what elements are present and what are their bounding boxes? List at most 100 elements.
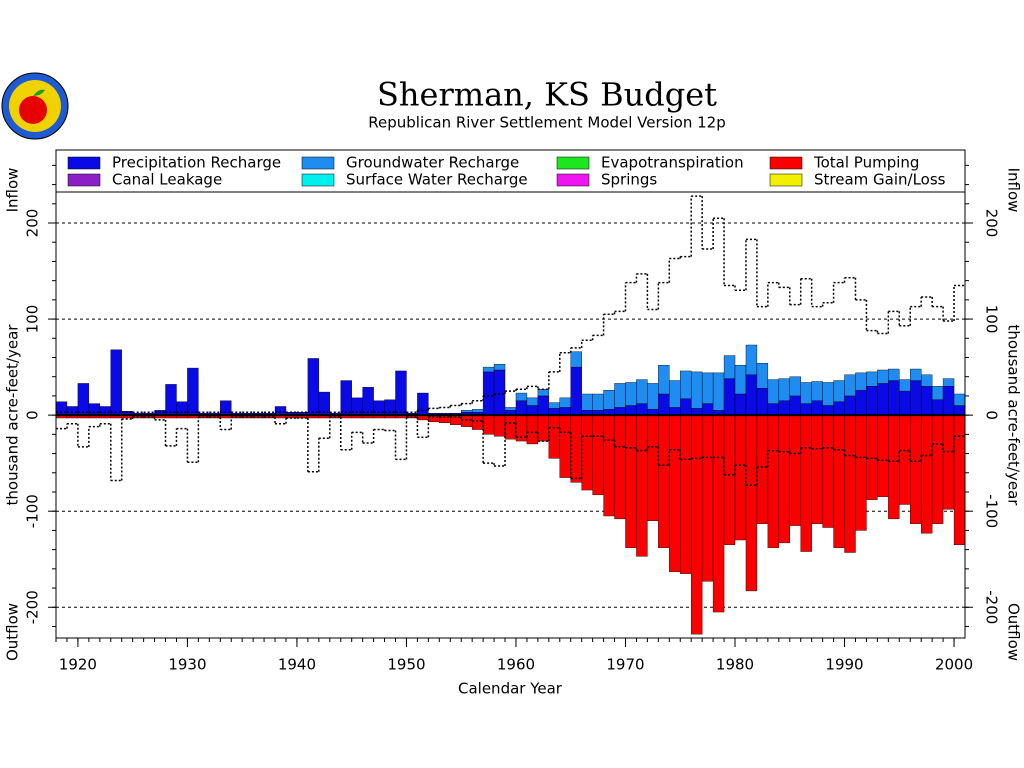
bar-segment [614, 414, 626, 520]
bar-segment [953, 393, 966, 406]
bar-segment [723, 378, 736, 416]
bar-segment [658, 364, 670, 395]
legend-box [55, 149, 966, 193]
bar-segment [99, 406, 111, 416]
bar-segment [592, 414, 604, 496]
x-tick-label: 1990 [825, 656, 863, 674]
bar-segment [712, 414, 725, 613]
bar-segment [756, 414, 769, 524]
bar-segment [767, 379, 780, 404]
legend-label: Surface Water Recharge [346, 171, 528, 189]
bar-segment [953, 414, 966, 546]
bar-segment [822, 382, 834, 406]
bar-segment [855, 414, 867, 531]
bar-segment [789, 395, 801, 416]
bar-segment [910, 368, 922, 381]
bar-segment [537, 414, 550, 442]
bar-segment [701, 372, 714, 404]
bar-segment [55, 401, 68, 416]
bar-segment [920, 386, 933, 416]
y-tick-label: -100 [24, 494, 42, 528]
bar-segment [822, 414, 834, 528]
bar-segment [833, 401, 845, 416]
bar-segment [625, 414, 637, 548]
bar-segment [537, 395, 550, 416]
logo [1, 72, 69, 140]
bar-segment [866, 414, 878, 500]
bar-segment [877, 369, 889, 384]
bar-segment [680, 370, 692, 400]
bar-segment [691, 414, 703, 635]
bar-segment [537, 388, 550, 397]
bar-segment [340, 380, 352, 416]
bar-segment [658, 414, 670, 548]
x-tick-label: 1920 [59, 656, 97, 674]
bar-segment [745, 374, 758, 416]
bar-segment [756, 388, 769, 416]
bar-segment [395, 370, 407, 416]
y-axis-title: thousand acre-feet/year [4, 324, 22, 506]
bar-segment [526, 405, 539, 416]
legend-label: Total Pumping [813, 154, 919, 172]
legend-label: Stream Gain/Loss [814, 171, 946, 189]
bar-segment [899, 390, 911, 416]
bar-segment [658, 393, 670, 416]
bar-segment [636, 414, 648, 557]
x-tick-label: 1960 [497, 656, 535, 674]
bar-segment [493, 414, 506, 437]
x-tick-label: 2000 [935, 656, 973, 674]
bar-segment [822, 405, 834, 416]
bar-segment [910, 414, 922, 524]
bar-segment [307, 358, 320, 416]
bar-segment [482, 414, 495, 435]
bar-segment [482, 366, 495, 373]
y2-axis-title: thousand acre-feet/year [1005, 325, 1023, 507]
bar-segment [636, 403, 648, 416]
legend-swatch [301, 173, 335, 187]
bar-segment [789, 414, 801, 526]
bar-segment [614, 383, 626, 408]
chart-subtitle: Republican River Settlement Model Versio… [368, 114, 725, 132]
bar-segment [526, 397, 539, 406]
bar-segment [614, 407, 626, 416]
bar-segment [680, 414, 692, 574]
bar-segment [745, 344, 758, 375]
bar-segment [811, 414, 823, 524]
bar-segment [734, 393, 747, 416]
bar-segment [526, 414, 539, 445]
bar-segment [953, 405, 966, 416]
bar-segment [647, 383, 659, 410]
bar-segment [548, 414, 560, 459]
bar-segment [931, 414, 944, 524]
legend-swatch [556, 173, 590, 187]
bar-segment [942, 386, 955, 416]
bar-segment [723, 355, 736, 379]
bar-segment [603, 414, 615, 517]
legend-swatch [301, 156, 335, 170]
bar-segment [756, 363, 769, 389]
y-axis-title-bottom: Outflow [4, 603, 22, 661]
y-tick-label: 0 [24, 410, 42, 420]
bar-segment [110, 349, 122, 416]
bar-segment [691, 408, 703, 416]
bar-segment [88, 403, 101, 416]
bar-segment [165, 384, 177, 416]
bar-segment [493, 364, 506, 371]
bar-segment [712, 372, 725, 411]
bar-segment [778, 414, 790, 544]
bar-segment [866, 386, 878, 416]
bar-segment [559, 397, 571, 408]
bar-segment [866, 371, 878, 387]
bar-segment [362, 387, 374, 416]
bar-segment [680, 398, 692, 416]
y-axis-title-top: Inflow [4, 168, 22, 213]
bar-segment [603, 389, 615, 410]
bar-segment [66, 406, 79, 416]
x-tick-label: 1940 [278, 656, 316, 674]
bar-segment [647, 414, 659, 522]
bar-segment [669, 407, 681, 416]
bar-segment [920, 414, 933, 534]
legend-swatch [556, 156, 590, 170]
bar-segment [844, 414, 856, 553]
bar-segment [942, 414, 955, 510]
